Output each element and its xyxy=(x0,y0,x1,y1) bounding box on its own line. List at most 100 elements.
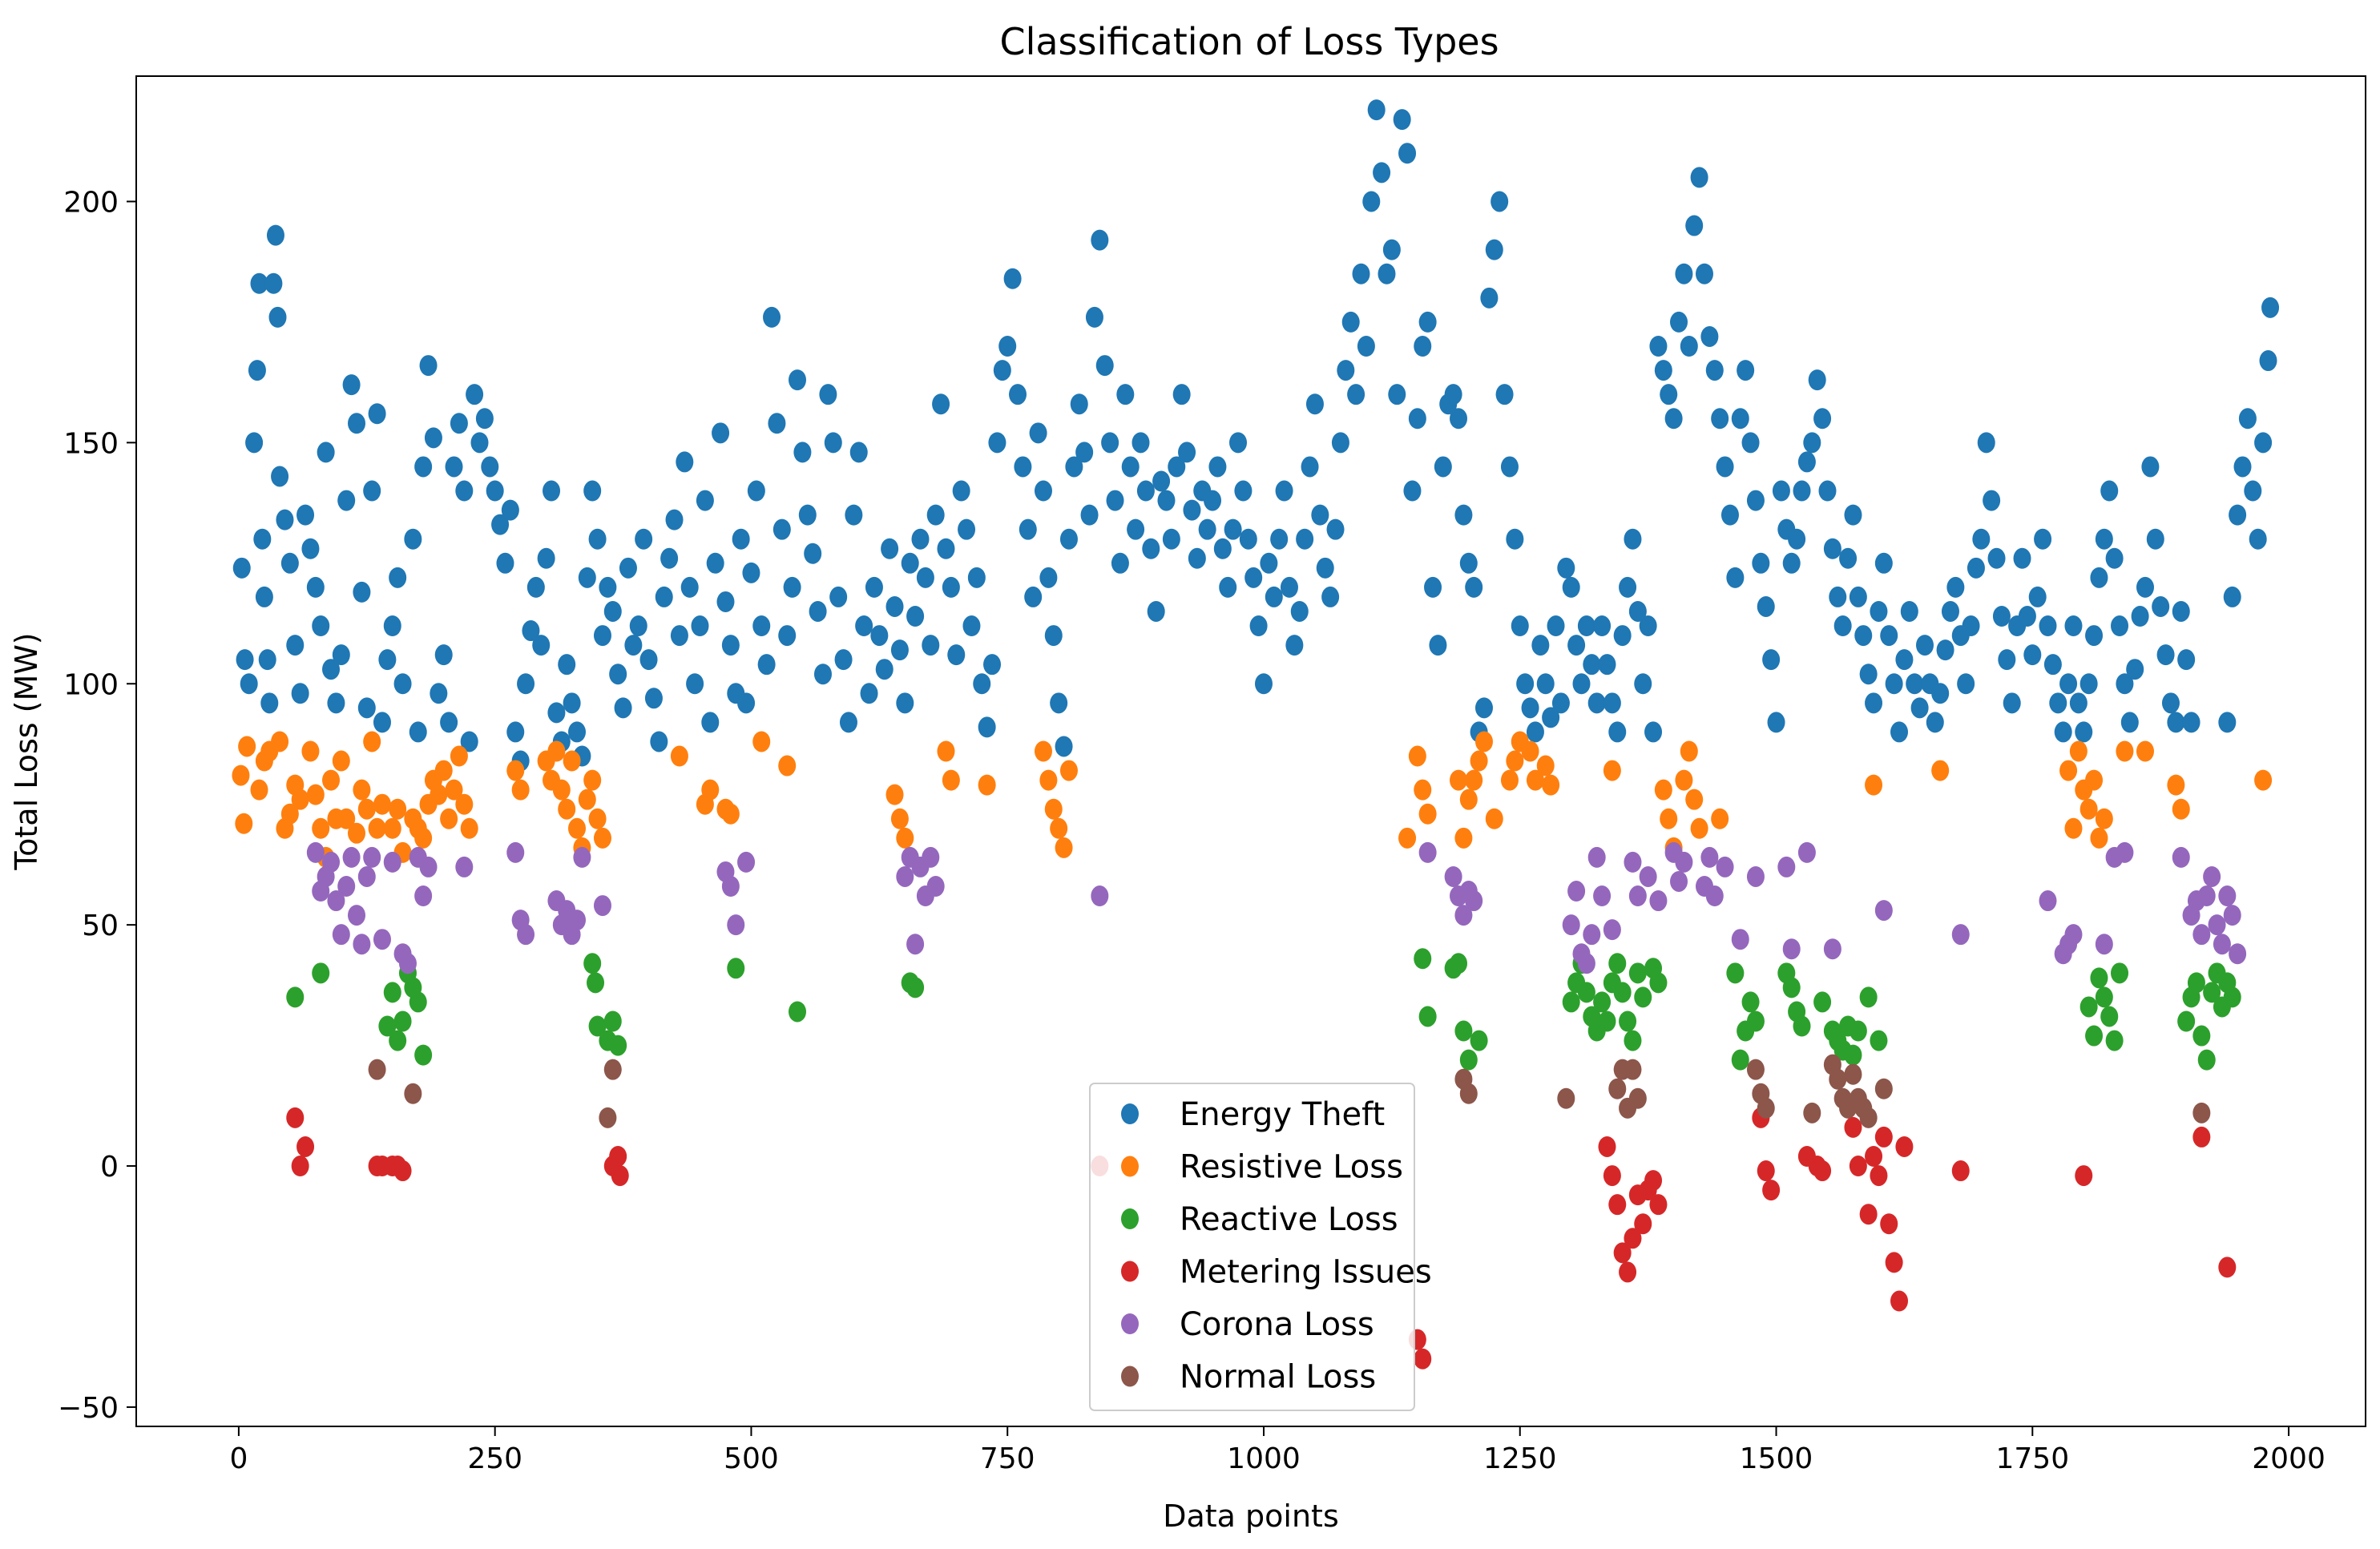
data-point xyxy=(1014,456,1032,478)
data-point xyxy=(609,1146,627,1167)
data-point xyxy=(280,552,299,574)
data-point xyxy=(1034,740,1052,762)
data-point xyxy=(1142,538,1160,559)
series-energy-theft xyxy=(232,99,2280,772)
data-point xyxy=(1050,817,1068,839)
data-point xyxy=(1188,547,1206,569)
data-point xyxy=(1254,673,1273,695)
data-point xyxy=(568,817,587,839)
data-point xyxy=(952,480,970,502)
data-point xyxy=(2043,654,2062,676)
data-point xyxy=(368,403,386,425)
data-point xyxy=(1280,576,1298,598)
data-point xyxy=(1470,750,1488,772)
data-point xyxy=(2146,528,2164,550)
data-point xyxy=(1542,707,1560,728)
data-point xyxy=(1485,808,1503,829)
data-point xyxy=(1941,600,1959,622)
data-point xyxy=(947,644,966,666)
data-point xyxy=(235,813,253,834)
data-point xyxy=(1587,846,1606,868)
data-point xyxy=(357,865,376,887)
data-point xyxy=(1957,673,1975,695)
data-point xyxy=(1429,635,1447,656)
data-point xyxy=(1213,538,1232,559)
data-point xyxy=(1962,615,1980,637)
data-point xyxy=(1080,504,1099,526)
data-point xyxy=(1731,1049,1749,1071)
data-point xyxy=(363,731,381,752)
data-point xyxy=(1844,1044,1862,1066)
data-point xyxy=(280,803,299,825)
data-point xyxy=(301,538,320,559)
data-point xyxy=(1726,567,1745,588)
data-point xyxy=(1085,306,1103,328)
data-point xyxy=(650,731,668,752)
data-point xyxy=(389,1030,407,1051)
data-point xyxy=(1782,938,1801,960)
data-point xyxy=(1603,760,1621,781)
data-point xyxy=(450,745,468,767)
data-point xyxy=(962,615,981,637)
data-point xyxy=(1459,1083,1478,1104)
data-point xyxy=(511,779,530,801)
data-point xyxy=(445,779,463,801)
data-point xyxy=(2203,865,2221,887)
data-point xyxy=(1839,547,1858,569)
data-point xyxy=(368,817,386,839)
data-point xyxy=(1147,600,1165,622)
data-point xyxy=(1987,547,2006,569)
data-point xyxy=(1741,432,1760,454)
data-point xyxy=(312,962,330,984)
legend-marker xyxy=(1121,1156,1139,1177)
data-point xyxy=(260,692,279,714)
data-point xyxy=(1829,586,1847,607)
data-point xyxy=(1208,456,1227,478)
plot-area xyxy=(135,75,2366,1427)
data-point xyxy=(1808,369,1826,391)
data-point xyxy=(1454,905,1473,926)
data-point xyxy=(1895,649,1914,671)
data-point xyxy=(2141,456,2160,478)
data-point xyxy=(1459,789,1478,810)
data-point xyxy=(1101,432,1119,454)
data-point xyxy=(1598,1136,1616,1157)
data-point xyxy=(1803,432,1821,454)
data-point xyxy=(1480,287,1499,309)
data-point xyxy=(1572,673,1591,695)
data-point xyxy=(993,360,1011,381)
legend-marker xyxy=(1121,1103,1139,1124)
data-point xyxy=(1454,1020,1473,1042)
data-point xyxy=(813,664,832,685)
data-point xyxy=(1700,846,1719,868)
data-point xyxy=(1757,595,1775,617)
data-point xyxy=(1224,518,1242,540)
x-tick-label: 1250 xyxy=(1483,1442,1557,1475)
data-point xyxy=(1716,856,1734,877)
data-point xyxy=(1649,1194,1668,1216)
data-point xyxy=(1039,567,1058,588)
data-point xyxy=(568,721,587,743)
data-point xyxy=(496,552,514,574)
data-point xyxy=(2136,740,2154,762)
data-point xyxy=(1772,480,1790,502)
data-point xyxy=(1398,827,1417,849)
x-tick-label: 250 xyxy=(467,1442,522,1475)
data-point xyxy=(1844,1063,1862,1085)
data-point xyxy=(1418,1006,1437,1027)
series-corona-loss xyxy=(306,841,2247,974)
data-point xyxy=(414,885,433,907)
data-point xyxy=(517,673,535,695)
data-point xyxy=(1542,774,1560,796)
data-point xyxy=(337,808,356,829)
data-point xyxy=(680,576,699,598)
data-point xyxy=(1454,827,1473,849)
data-point xyxy=(1106,490,1124,511)
data-point xyxy=(1803,1102,1821,1123)
data-point xyxy=(1767,712,1785,733)
data-point xyxy=(1331,432,1349,454)
data-point xyxy=(1091,229,1109,251)
data-point xyxy=(1865,774,1883,796)
data-point xyxy=(353,581,371,603)
data-point xyxy=(1418,311,1437,333)
